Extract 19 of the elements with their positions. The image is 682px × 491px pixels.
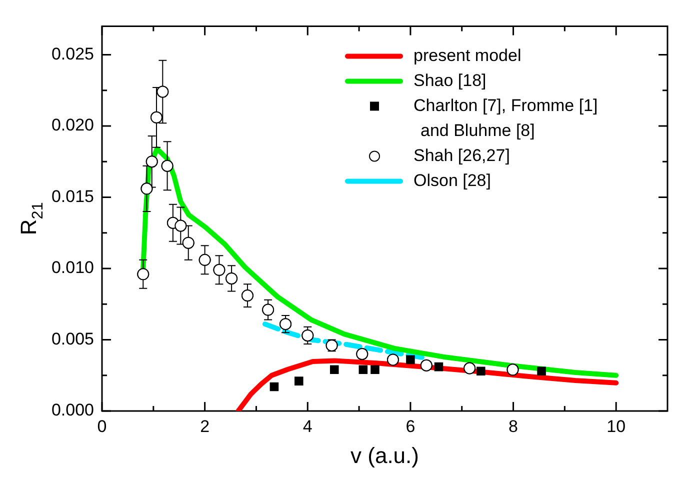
legend-label: Charlton [7], Fromme [1] and Bluhme [8]	[414, 96, 598, 140]
x-tick-label: 0	[97, 417, 107, 436]
y-tick-label: 0.005	[51, 329, 94, 348]
y-axis-title: R21	[16, 202, 47, 236]
y-tick-label: 0.025	[51, 44, 94, 64]
y-tick-label: 0.015	[51, 186, 94, 206]
y-tick-label: 0.000	[51, 400, 94, 420]
legend-label: Shah [26,27]	[414, 146, 510, 165]
x-tick-label: 6	[406, 417, 416, 436]
y-tick-label: 0.020	[51, 116, 94, 135]
y-tick-label: 0.010	[51, 258, 94, 278]
legend-label: Olson [28]	[414, 170, 491, 190]
x-tick-label: 8	[508, 417, 518, 436]
legend-label: present model	[414, 46, 522, 65]
x-tick-label: 10	[606, 417, 626, 436]
x-axis-title: v (a.u.)	[350, 443, 419, 468]
legend-label: Shao [18]	[414, 70, 486, 90]
x-tick-label: 4	[302, 417, 312, 436]
x-tick-label: 2	[200, 417, 210, 436]
